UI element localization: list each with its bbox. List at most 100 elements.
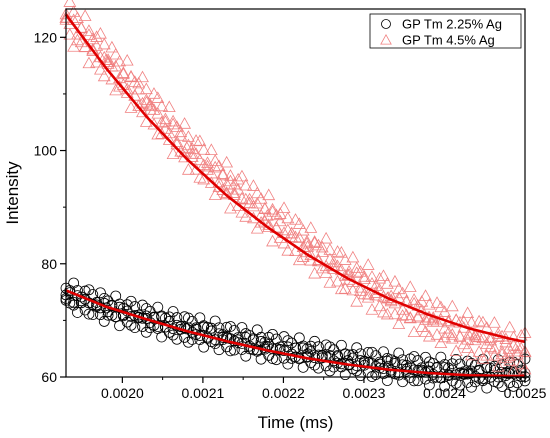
y-tick-label: 60 bbox=[41, 369, 57, 385]
data-point bbox=[67, 40, 81, 52]
data-point bbox=[461, 341, 475, 353]
data-point bbox=[121, 299, 133, 311]
data-point bbox=[98, 292, 110, 304]
data-point bbox=[244, 343, 256, 355]
data-point bbox=[221, 321, 233, 333]
data-point bbox=[224, 201, 237, 214]
data-point bbox=[120, 86, 134, 98]
data-point bbox=[102, 309, 114, 321]
data-point bbox=[97, 69, 111, 82]
data-point bbox=[167, 329, 179, 341]
data-point bbox=[323, 276, 337, 288]
data-point bbox=[324, 341, 336, 353]
data-point bbox=[365, 303, 379, 315]
data-point bbox=[216, 168, 230, 181]
legend-marker bbox=[380, 34, 392, 45]
data-point bbox=[235, 191, 249, 204]
data-point bbox=[403, 311, 417, 324]
series-1-fit-line bbox=[64, 13, 526, 344]
data-point bbox=[495, 345, 509, 357]
data-point bbox=[225, 321, 236, 332]
data-point bbox=[277, 236, 291, 249]
data-point bbox=[231, 172, 245, 185]
data-point bbox=[213, 344, 225, 356]
data-point bbox=[159, 122, 172, 134]
data-point bbox=[380, 307, 394, 320]
data-point bbox=[213, 322, 225, 334]
data-point bbox=[78, 9, 92, 21]
data-point bbox=[155, 99, 169, 112]
data-point bbox=[499, 351, 513, 364]
data-point bbox=[503, 349, 517, 362]
data-point bbox=[162, 100, 176, 113]
data-point bbox=[124, 101, 138, 113]
data-point bbox=[136, 105, 149, 118]
data-point bbox=[71, 33, 84, 46]
data-point bbox=[120, 53, 134, 66]
data-point bbox=[407, 293, 421, 305]
data-point bbox=[507, 330, 520, 343]
data-point bbox=[182, 312, 194, 324]
data-point bbox=[304, 221, 318, 233]
data-point bbox=[67, 5, 81, 17]
data-point bbox=[208, 160, 222, 173]
data-point bbox=[419, 325, 432, 337]
data-point bbox=[373, 299, 387, 312]
data-point bbox=[502, 342, 516, 354]
data-point bbox=[155, 115, 169, 128]
data-point bbox=[377, 269, 390, 281]
data-point bbox=[355, 348, 366, 360]
data-point bbox=[278, 331, 290, 342]
data-point bbox=[423, 379, 435, 391]
data-point bbox=[197, 158, 211, 171]
data-point bbox=[380, 277, 394, 289]
x-tick-label: 0.0020 bbox=[101, 385, 144, 401]
data-point bbox=[269, 208, 283, 221]
data-point bbox=[113, 54, 126, 67]
x-tick-label: 0.0024 bbox=[423, 385, 466, 401]
data-point bbox=[487, 341, 501, 354]
data-point bbox=[362, 346, 374, 358]
data-point bbox=[481, 362, 493, 374]
data-point bbox=[137, 299, 148, 311]
data-point bbox=[68, 277, 80, 289]
data-point bbox=[128, 88, 142, 101]
data-point bbox=[174, 129, 188, 141]
data-point bbox=[514, 357, 528, 370]
data-point bbox=[93, 27, 107, 39]
data-point bbox=[296, 223, 310, 236]
data-point bbox=[82, 56, 96, 69]
data-point bbox=[151, 127, 165, 140]
data-point bbox=[370, 369, 382, 380]
data-point bbox=[292, 217, 306, 229]
data-point bbox=[235, 169, 249, 182]
data-point bbox=[426, 312, 440, 325]
data-point bbox=[331, 274, 345, 287]
data-point bbox=[204, 143, 218, 155]
data-point bbox=[68, 296, 80, 308]
data-point bbox=[258, 202, 272, 214]
data-point bbox=[442, 326, 455, 338]
data-point bbox=[445, 328, 459, 340]
data-point bbox=[354, 265, 367, 277]
data-point bbox=[484, 340, 498, 353]
data-point bbox=[82, 28, 96, 40]
data-point bbox=[511, 377, 523, 389]
data-point bbox=[194, 312, 206, 324]
axes-layer: 0.0020 0.0021 0.0022 0.0023 0.0024 0.0025 60 80… bbox=[34, 29, 547, 401]
data-point bbox=[504, 356, 516, 368]
data-point bbox=[151, 91, 165, 103]
data-point bbox=[239, 192, 253, 205]
data-point bbox=[504, 367, 516, 379]
data-point bbox=[270, 354, 282, 366]
data-point bbox=[319, 231, 333, 244]
data-point bbox=[438, 330, 452, 343]
data-point bbox=[304, 253, 318, 266]
data-point bbox=[90, 39, 104, 51]
data-point bbox=[334, 246, 348, 258]
data-point bbox=[419, 289, 432, 301]
data-point bbox=[147, 117, 161, 130]
data-point bbox=[109, 47, 123, 60]
data-point bbox=[185, 142, 199, 154]
